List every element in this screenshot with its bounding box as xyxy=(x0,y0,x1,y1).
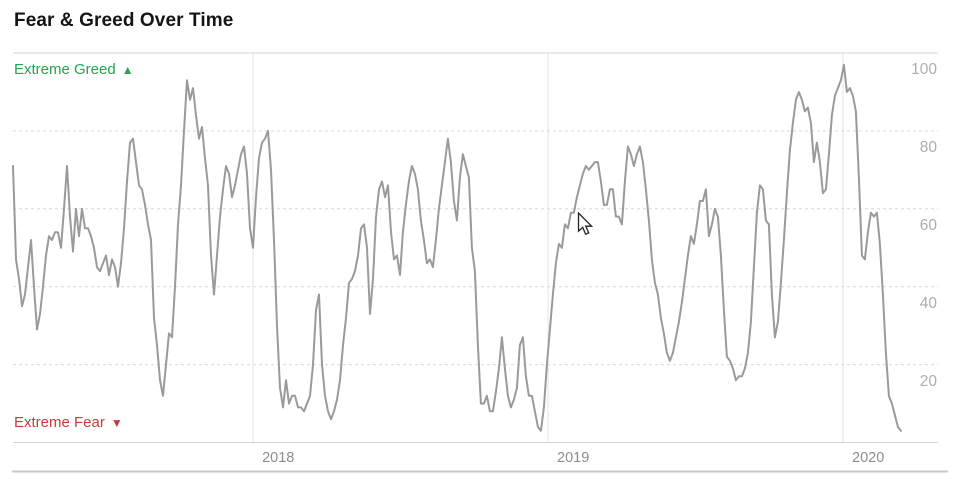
y-tick-label: 40 xyxy=(919,294,937,312)
extreme-fear-label: Extreme Fear ▼ xyxy=(14,414,123,431)
y-tick-label: 20 xyxy=(919,372,937,390)
extreme-fear-text: Extreme Fear xyxy=(14,414,105,431)
extreme-greed-label: Extreme Greed ▲ xyxy=(14,61,134,78)
y-tick-label: 60 xyxy=(919,216,937,234)
down-triangle-icon: ▼ xyxy=(110,415,123,430)
x-tick-label: 2018 xyxy=(262,450,295,466)
x-tick-label: 2019 xyxy=(557,450,590,466)
extreme-greed-text: Extreme Greed xyxy=(14,61,116,78)
mouse-cursor-icon xyxy=(577,212,594,236)
y-tick-label: 100 xyxy=(911,61,937,78)
fear-greed-line[interactable] xyxy=(12,63,902,432)
x-tick-label: 2020 xyxy=(852,450,885,466)
up-triangle-icon: ▲ xyxy=(121,62,134,77)
page-title: Fear & Greed Over Time xyxy=(14,10,234,31)
y-tick-label: 80 xyxy=(919,138,937,156)
